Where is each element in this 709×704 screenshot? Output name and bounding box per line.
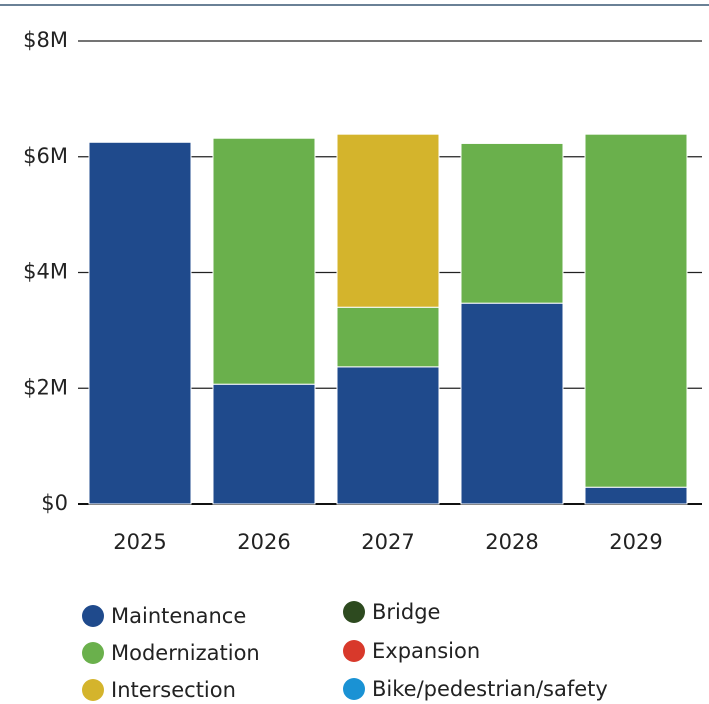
legend-label: Maintenance: [111, 604, 246, 628]
legend-swatch: [82, 642, 104, 664]
bar-segment: [336, 133, 440, 308]
bar-segment: [212, 383, 316, 505]
legend-label: Bike/pedestrian/safety: [372, 677, 608, 701]
x-tick-label: 2026: [237, 530, 290, 554]
y-tick-label: $4M: [23, 260, 68, 284]
bar-segment: [88, 141, 192, 505]
y-tick-label: $0: [41, 491, 68, 515]
legend-label: Expansion: [372, 639, 480, 663]
bar-segment: [584, 133, 688, 488]
bar-segment: [336, 366, 440, 505]
x-tick-label: 2028: [485, 530, 538, 554]
bar-segment: [336, 306, 440, 368]
x-tick-label: 2027: [361, 530, 414, 554]
x-tick-label: 2029: [609, 530, 662, 554]
bar-segment: [460, 142, 564, 304]
legend-swatch: [82, 679, 104, 701]
legend-swatch: [343, 678, 365, 700]
legend-swatch: [343, 601, 365, 623]
bar-segment: [212, 137, 316, 385]
y-tick-label: $2M: [23, 375, 68, 399]
legend-swatch: [82, 605, 104, 627]
y-tick-label: $6M: [23, 144, 68, 168]
legend-label: Modernization: [111, 641, 260, 665]
bar-segment: [460, 302, 564, 505]
y-tick-label: $8M: [23, 28, 68, 52]
legend-swatch: [343, 640, 365, 662]
legend-label: Intersection: [111, 678, 236, 702]
bar-segment: [584, 486, 688, 505]
legend-label: Bridge: [372, 600, 440, 624]
x-tick-label: 2025: [113, 530, 166, 554]
